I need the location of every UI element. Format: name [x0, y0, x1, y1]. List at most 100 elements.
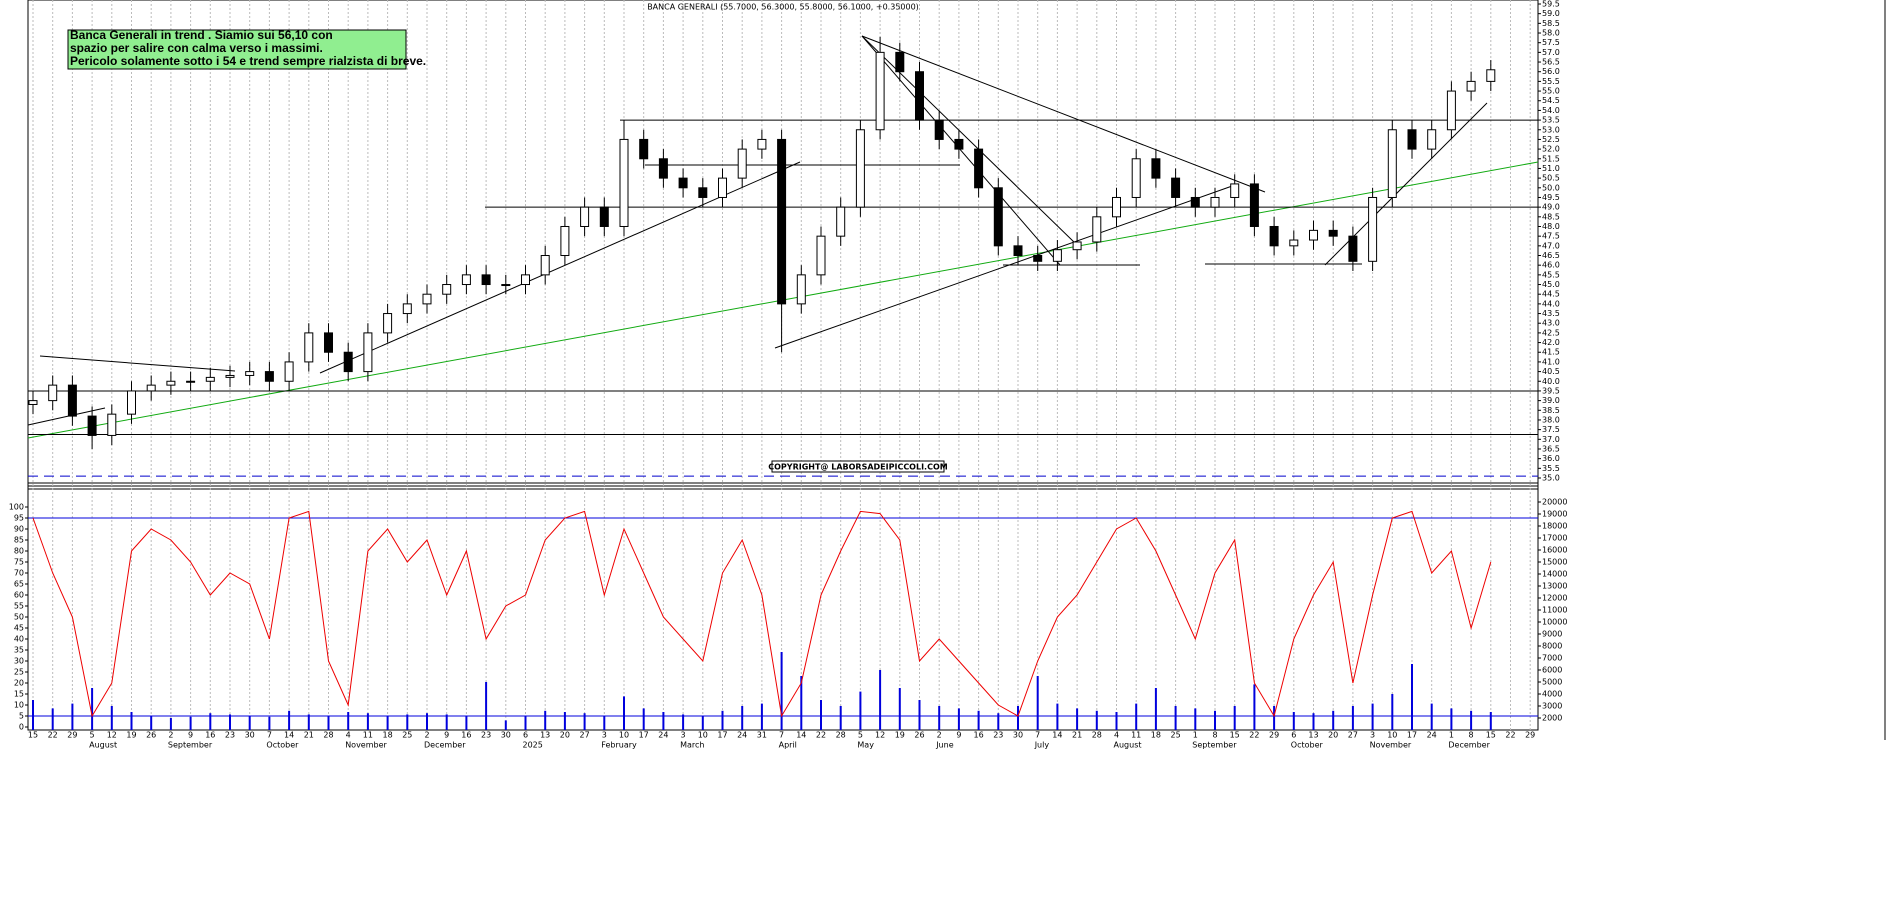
y-tick-label: 39.5 — [1542, 386, 1560, 395]
x-tick-label: 21 — [304, 731, 314, 740]
y2-tick-label: 6000 — [1542, 666, 1562, 675]
candle-body — [501, 284, 511, 287]
x-tick-label: 27 — [1348, 731, 1358, 740]
candle-body — [954, 138, 964, 150]
copyright-box — [771, 460, 945, 473]
y2-tick-label: 18000 — [1542, 522, 1567, 531]
y-tick-label: 49.0 — [1542, 203, 1560, 212]
y-tick-label: 45.5 — [1542, 270, 1560, 279]
y-tick-label: 55.0 — [1542, 87, 1560, 96]
candle-body — [28, 400, 38, 405]
x-tick-label: 17 — [717, 731, 727, 740]
y-tick-label: 39.0 — [1542, 396, 1560, 405]
y-tick-label: 90 — [14, 525, 24, 534]
annotation: Pericolo solamente sotto i 54 e trend se… — [70, 54, 426, 68]
y-tick-label: 47.0 — [1542, 241, 1560, 250]
x-tick-label: 7 — [267, 731, 272, 740]
x-tick-label: 16 — [461, 731, 471, 740]
candle-body — [619, 138, 629, 227]
copyright: COPYRIGHT@ LABORSADEIPICCOLI.COM — [768, 463, 948, 472]
x-tick-label: 22 — [816, 731, 826, 740]
x-tick-label: 30 — [501, 731, 511, 740]
y-tick-label: 35.0 — [1542, 474, 1560, 483]
frame — [27, 0, 1539, 731]
candle-body — [836, 206, 846, 237]
candle-body — [678, 177, 688, 189]
x-tick-label: 22 — [48, 731, 58, 740]
x-tick-label: 20 — [560, 731, 570, 740]
y-tick-label: 15 — [14, 690, 24, 699]
annotation: Banca Generali in trend . Siamio sui 56,… — [70, 28, 333, 42]
y-tick-label: 38.0 — [1542, 415, 1560, 424]
month-label: June — [935, 741, 954, 750]
y-tick-label: 45 — [14, 624, 24, 633]
month-label: August — [89, 741, 117, 750]
x-tick-label: 28 — [836, 731, 846, 740]
y-tick-label: 53.0 — [1542, 125, 1560, 134]
trend-line — [774, 184, 1236, 349]
candle-body — [777, 138, 787, 305]
x-tick-label: 14 — [284, 731, 294, 740]
y-tick-label: 45.0 — [1542, 280, 1560, 289]
x-tick-label: 17 — [1407, 731, 1417, 740]
y2-tick-label: 13000 — [1542, 582, 1567, 591]
month-label: September — [1192, 741, 1237, 750]
x-tick-label: 26 — [914, 731, 924, 740]
y-tick-label: 5 — [19, 712, 24, 721]
x-tick-label: 8 — [1212, 731, 1217, 740]
y2-tick-label: 10000 — [1542, 618, 1567, 627]
candle-body — [1486, 69, 1496, 82]
x-tick-label: 18 — [383, 731, 393, 740]
y-tick-label: 35 — [14, 646, 24, 655]
y-tick-label: 52.5 — [1542, 135, 1560, 144]
candle-body — [87, 415, 97, 436]
month-label: May — [857, 741, 874, 750]
y-tick-label: 54.0 — [1542, 106, 1560, 115]
candle-body — [1427, 129, 1437, 150]
x-tick-label: 9 — [956, 731, 961, 740]
candle-body — [304, 332, 314, 363]
x-tick-label: 13 — [1308, 731, 1318, 740]
candle-body — [796, 274, 806, 305]
y2-tick-label: 12000 — [1542, 594, 1567, 603]
x-tick-label: 3 — [681, 731, 686, 740]
candle-body — [461, 274, 471, 286]
y-tick-label: 58.5 — [1542, 19, 1560, 28]
candle-body — [186, 380, 196, 383]
x-tick-label: 7 — [1035, 731, 1040, 740]
y-tick-label: 46.0 — [1542, 261, 1560, 270]
candle-body — [1407, 129, 1417, 150]
candle-body — [1289, 239, 1299, 247]
candle-body — [639, 138, 649, 160]
candle-body — [1131, 158, 1141, 198]
trend-line — [319, 161, 801, 374]
candle-body — [816, 235, 826, 276]
y-tick-label: 20 — [14, 679, 24, 688]
candle-body — [1368, 196, 1378, 262]
y2-tick-label: 17000 — [1542, 534, 1567, 543]
y-tick-label: 52.0 — [1542, 145, 1560, 154]
y2-tick-label: 4000 — [1542, 690, 1562, 699]
month-label: December — [1448, 741, 1490, 750]
x-tick-label: 28 — [1092, 731, 1102, 740]
x-tick-label: 15 — [1230, 731, 1240, 740]
y-tick-label: 41.0 — [1542, 357, 1560, 366]
x-tick-label: 13 — [540, 731, 550, 740]
y-tick-label: 36.0 — [1542, 454, 1560, 463]
candle-body — [264, 371, 274, 382]
month-label: October — [266, 741, 299, 750]
y-tick-label: 75 — [14, 558, 24, 567]
candle-body — [363, 332, 373, 373]
candle-body — [1328, 229, 1338, 237]
x-tick-label: 12 — [107, 731, 117, 740]
y2-tick-label: 5000 — [1542, 678, 1562, 687]
y-tick-label: 50.5 — [1542, 174, 1560, 183]
candle-body — [166, 380, 176, 386]
candle-body — [1033, 255, 1043, 262]
y-tick-label: 59.0 — [1542, 9, 1560, 18]
month-label: April — [779, 741, 797, 750]
month-label: July — [1034, 741, 1050, 750]
trend-line — [39, 355, 236, 372]
y-tick-label: 36.5 — [1542, 444, 1560, 453]
x-tick-label: 10 — [619, 731, 629, 740]
